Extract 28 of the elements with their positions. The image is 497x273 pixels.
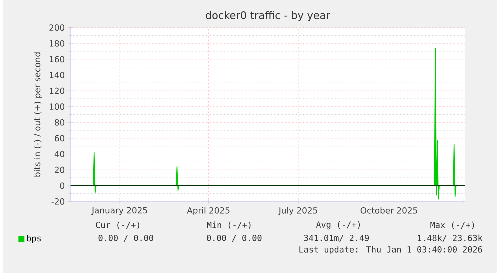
- text: Min (-/+): [207, 222, 251, 230]
- x-tick-label: October 2025: [360, 207, 418, 214]
- text: 1.48k/ 23.63k: [418, 234, 483, 242]
- y-tick-label: 160: [50, 56, 65, 62]
- text: 0.00 / 0.00: [207, 234, 262, 242]
- y-tick-label: 80: [54, 119, 65, 126]
- text: 341.01m/ 2.49: [304, 234, 370, 242]
- text: Max (-/+): [430, 222, 474, 230]
- y-tick-label: 0: [60, 182, 65, 189]
- text: Avg (-/+): [316, 221, 360, 230]
- y-tick-label: 20: [55, 166, 65, 174]
- y-axis-title: bits in (-) / out (+) per second: [34, 52, 42, 177]
- y-tick-label: 180: [50, 40, 65, 47]
- x-tick-label: January 2025: [92, 207, 148, 216]
- y-tick-label: 200: [50, 24, 65, 31]
- chart-title: docker0 traffic - by year: [206, 11, 330, 22]
- y-tick-label: -20: [52, 198, 65, 205]
- text: Last update: Thu Jan 1 03:40:00 2026: [300, 246, 482, 254]
- legend-label: bps: [27, 235, 41, 244]
- y-tick-label: 100: [50, 104, 65, 110]
- text: 0.00 / 0.00: [98, 234, 154, 242]
- x-tick-label: April 2025: [187, 207, 230, 216]
- y-tick-label: 120: [50, 88, 65, 94]
- y-tick-label: 60: [55, 135, 65, 142]
- x-tick-label: July 2025: [278, 207, 318, 216]
- y-tick-label: 140: [50, 72, 65, 78]
- y-tick-label: 40: [54, 150, 65, 158]
- text: Cur (-/+): [96, 222, 140, 230]
